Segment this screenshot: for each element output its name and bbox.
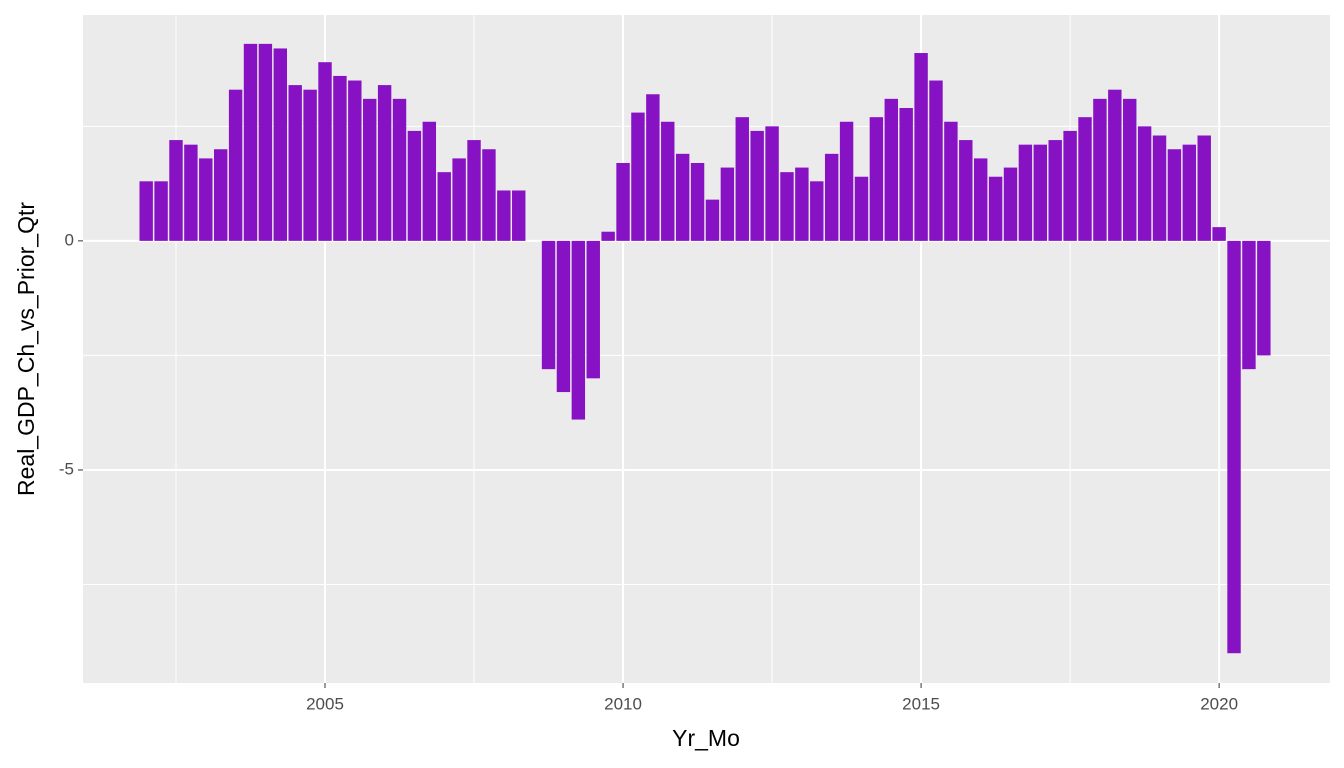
bar (631, 112, 645, 241)
bar (810, 181, 824, 241)
bar (765, 126, 779, 241)
bar (1108, 89, 1122, 241)
bar (750, 130, 764, 241)
bar (184, 144, 198, 241)
bar (780, 172, 794, 241)
bar (333, 75, 347, 241)
bar (1078, 117, 1092, 241)
y-axis-title: Real_GDP_Ch_vs_Prior_Qtr (13, 202, 39, 496)
bar (1063, 130, 1077, 241)
bar (258, 43, 273, 241)
bar (303, 89, 317, 241)
bar (944, 121, 958, 241)
bar (1003, 167, 1018, 241)
bar (213, 149, 228, 241)
bar (1123, 98, 1137, 241)
bar (929, 80, 943, 241)
bar (437, 172, 451, 241)
bar (541, 240, 556, 370)
bar (377, 85, 392, 241)
x-tick-label: 2020 (1200, 694, 1238, 713)
bar (720, 167, 735, 241)
bar (735, 117, 749, 241)
bar (959, 140, 973, 241)
bar (854, 176, 869, 241)
bar (601, 231, 615, 241)
bar (616, 162, 630, 241)
bar (228, 89, 243, 241)
bar (512, 190, 526, 241)
bar (839, 121, 854, 241)
bar (1227, 240, 1241, 654)
bar (422, 121, 437, 241)
bar (363, 98, 377, 241)
bar (1033, 144, 1048, 241)
bar (824, 153, 839, 241)
bar (1152, 135, 1167, 241)
bar (407, 130, 422, 241)
bar (1242, 240, 1256, 370)
bar (869, 117, 884, 241)
y-tick-label: -5 (59, 459, 74, 478)
bar (497, 190, 511, 241)
bar (243, 43, 258, 241)
bar (884, 98, 898, 241)
bar (705, 199, 720, 241)
bar (1212, 227, 1226, 241)
bar (690, 162, 705, 241)
bar (482, 149, 496, 241)
bar (348, 80, 362, 241)
bar (1137, 126, 1152, 241)
bar (392, 98, 407, 241)
bar (675, 153, 690, 241)
bar (1257, 240, 1271, 356)
bar (1018, 144, 1033, 241)
y-tick-label: 0 (65, 230, 74, 249)
bar (139, 181, 153, 241)
bar (467, 140, 481, 241)
bar (646, 94, 660, 241)
bar (273, 48, 288, 241)
bar (571, 240, 586, 420)
bar (1167, 149, 1182, 241)
bar (1093, 98, 1107, 241)
bar (556, 240, 571, 393)
bar (1048, 140, 1062, 241)
bar (899, 108, 913, 241)
bar (1182, 144, 1197, 241)
bar (988, 176, 1003, 241)
bar (452, 158, 466, 241)
bar (154, 181, 168, 241)
bar (288, 85, 302, 241)
x-axis-title: Yr_Mo (672, 725, 740, 751)
x-tick-label: 2015 (902, 694, 940, 713)
bar (586, 240, 600, 379)
bar (973, 158, 988, 241)
bar (914, 53, 928, 241)
bar (1197, 135, 1211, 241)
bar (795, 167, 809, 241)
bar (169, 140, 183, 241)
bar (318, 62, 332, 241)
x-tick-label: 2010 (604, 694, 642, 713)
bar (661, 121, 675, 241)
bar (199, 158, 213, 241)
x-tick-label: 2005 (306, 694, 344, 713)
